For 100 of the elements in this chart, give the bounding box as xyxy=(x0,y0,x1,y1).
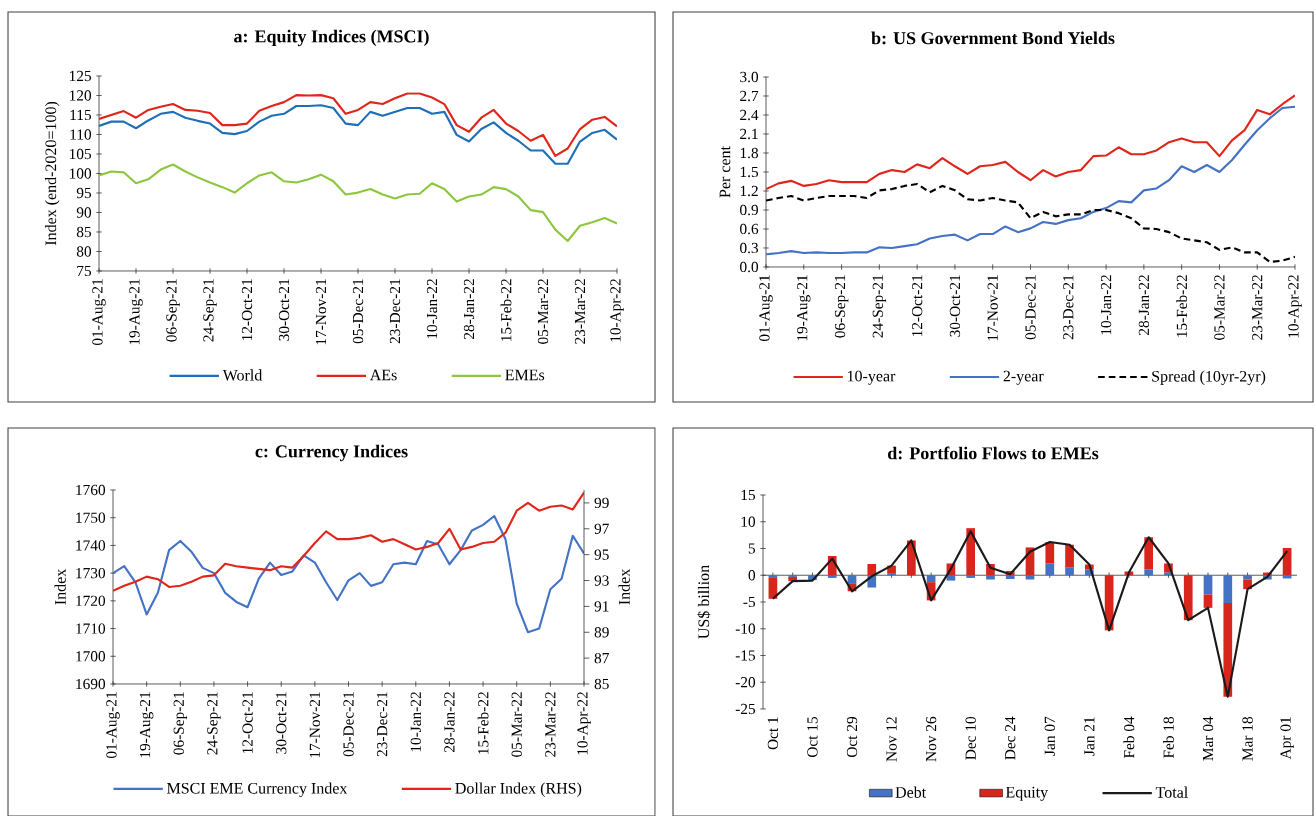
x-tick-label: 06-Sep-21 xyxy=(166,279,180,342)
x-tick-label: 28-Jan-22 xyxy=(444,692,455,753)
y-tick-label: 1710 xyxy=(76,623,106,634)
x-tick-label: 23-Dec-21 xyxy=(377,692,388,757)
y-tick-label: 0.3 xyxy=(740,242,759,254)
y2-axis-title: Index xyxy=(618,568,630,605)
y-tick-label: 1720 xyxy=(76,595,106,607)
x-tick-label: Mar 04 xyxy=(1202,716,1214,761)
legend-label: EMEs xyxy=(505,369,545,381)
y-tick-label: 2.4 xyxy=(740,109,759,121)
x-tick-label: 10-Jan-22 xyxy=(1100,275,1112,335)
y-tick-label: 90 xyxy=(76,207,92,218)
chart-title: d: Portfolio Flows to EMEs xyxy=(888,446,1099,460)
x-tick-label: Dec 10 xyxy=(965,716,976,760)
x-tick-label: Feb 18 xyxy=(1163,716,1174,759)
y-tick-label: 1740 xyxy=(76,540,106,551)
x-tick-label: 15-Feb-22 xyxy=(1176,275,1188,337)
y-tick-label: -15 xyxy=(735,650,756,661)
x-tick-label: Oct 29 xyxy=(846,717,858,758)
x-tick-label: 05-Dec-21 xyxy=(352,279,364,344)
y-tick-label: -25 xyxy=(735,703,756,715)
chart-title: b: US Government Bond Yields xyxy=(871,31,1115,45)
legend-label: 2-year xyxy=(1003,370,1044,385)
x-tick-label: 05-Mar-22 xyxy=(1214,275,1225,340)
x-tick-label: 10-Apr-22 xyxy=(577,692,591,755)
chart-title: a: Equity Indices (MSCI) xyxy=(234,29,429,47)
y2-tick-label: 87 xyxy=(594,652,609,664)
legend-label: Equity xyxy=(1005,786,1049,801)
y-tick-label: 1.8 xyxy=(740,147,759,159)
y-tick-label: 2.7 xyxy=(740,90,759,102)
x-tick-label: 24-Sep-21 xyxy=(203,279,217,342)
y-tick-label: 110 xyxy=(70,129,92,140)
x-tick-label: 10-Jan-22 xyxy=(410,692,421,752)
x-tick-label: 05-Mar-22 xyxy=(537,279,549,344)
legend-label: Spread (10yr-2yr) xyxy=(1152,370,1266,385)
y2-tick-label: 95 xyxy=(594,549,609,560)
legend-label: Total xyxy=(1155,786,1188,798)
y-tick-label: 1700 xyxy=(76,651,106,662)
x-tick-label: 06-Sep-21 xyxy=(173,692,188,755)
y-tick-label: 0.6 xyxy=(740,223,759,235)
x-tick-label: 12-Oct-21 xyxy=(242,692,253,754)
y-tick-label: 1.5 xyxy=(740,166,759,178)
y-tick-label: 105 xyxy=(69,148,92,160)
y-tick-label: 0 xyxy=(748,570,756,581)
x-tick-label: 05-Mar-22 xyxy=(511,692,522,757)
x-tick-label: Apr 01 xyxy=(1280,717,1294,760)
x-tick-label: Nov 26 xyxy=(925,716,937,762)
y-tick-label: 0.0 xyxy=(740,261,759,273)
y-tick-label: 95 xyxy=(76,187,92,199)
y-tick-label: 1760 xyxy=(76,484,106,496)
y2-tick-label: 89 xyxy=(594,627,609,638)
x-tick-label: 30-Oct-21 xyxy=(276,692,287,754)
x-tick-label: 28-Jan-22 xyxy=(1138,275,1150,336)
x-tick-label: Oct 1 xyxy=(767,717,779,750)
y-tick-label: 1690 xyxy=(76,678,106,690)
x-tick-label: 19-Aug-21 xyxy=(139,692,154,758)
y-tick-label: 3.0 xyxy=(740,71,759,83)
y2-tick-label: 85 xyxy=(594,678,609,690)
x-tick-label: 23-Dec-21 xyxy=(1063,275,1074,340)
chart-title: c: Currency Indices xyxy=(255,444,408,462)
y-tick-label: 100 xyxy=(69,168,92,179)
x-tick-label: 06-Sep-21 xyxy=(834,275,849,338)
x-tick-label: 12-Oct-21 xyxy=(912,275,923,337)
x-tick-label: 24-Sep-21 xyxy=(207,692,221,755)
y-tick-label: 115 xyxy=(70,109,92,121)
x-tick-label: 30-Oct-21 xyxy=(278,279,290,341)
y-tick-label: 15 xyxy=(741,489,756,501)
y-tick-label: 5 xyxy=(748,543,756,554)
y-tick-label: 1750 xyxy=(76,512,106,523)
x-tick-label: 23-Mar-22 xyxy=(1252,275,1263,340)
x-tick-label: 12-Oct-21 xyxy=(241,279,253,341)
x-tick-label: 01-Aug-21 xyxy=(106,692,120,759)
x-tick-label: 17-Nov-21 xyxy=(987,275,998,341)
x-tick-label: 28-Jan-22 xyxy=(463,279,475,340)
x-tick-label: 19-Aug-21 xyxy=(797,275,811,341)
x-tick-label: 19-Aug-21 xyxy=(129,279,143,345)
x-tick-label: Nov 12 xyxy=(886,717,897,762)
legend-label: 10-year xyxy=(847,370,896,385)
x-tick-label: 15-Feb-22 xyxy=(500,279,512,341)
x-tick-label: 30-Oct-21 xyxy=(949,275,961,337)
legend-label: World xyxy=(222,369,263,381)
x-tick-label: 15-Feb-22 xyxy=(477,692,489,754)
x-tick-label: 10-Apr-22 xyxy=(1288,275,1302,338)
x-tick-label: 17-Nov-21 xyxy=(315,279,327,345)
x-tick-label: 10-Apr-22 xyxy=(610,279,624,342)
y-tick-label: 85 xyxy=(76,226,92,238)
y-axis-title: Index (end-2020=100) xyxy=(44,101,60,246)
x-tick-label: Feb 04 xyxy=(1123,716,1135,759)
x-tick-label: 01-Aug-21 xyxy=(759,275,773,342)
x-tick-label: 24-Sep-21 xyxy=(872,275,887,338)
y-axis-title: US$ billion xyxy=(697,565,711,639)
x-tick-label: 23-Mar-22 xyxy=(574,279,586,344)
x-tick-label: Mar 18 xyxy=(1242,716,1253,761)
x-tick-label: 23-Dec-21 xyxy=(389,279,401,344)
y-axis-title: Index xyxy=(54,568,66,605)
x-tick-label: 10-Jan-22 xyxy=(426,279,438,339)
y2-tick-label: 99 xyxy=(594,497,609,509)
y-tick-label: 75 xyxy=(77,265,92,277)
x-tick-label: 17-Nov-21 xyxy=(309,692,321,758)
y-tick-label: -10 xyxy=(735,623,756,634)
